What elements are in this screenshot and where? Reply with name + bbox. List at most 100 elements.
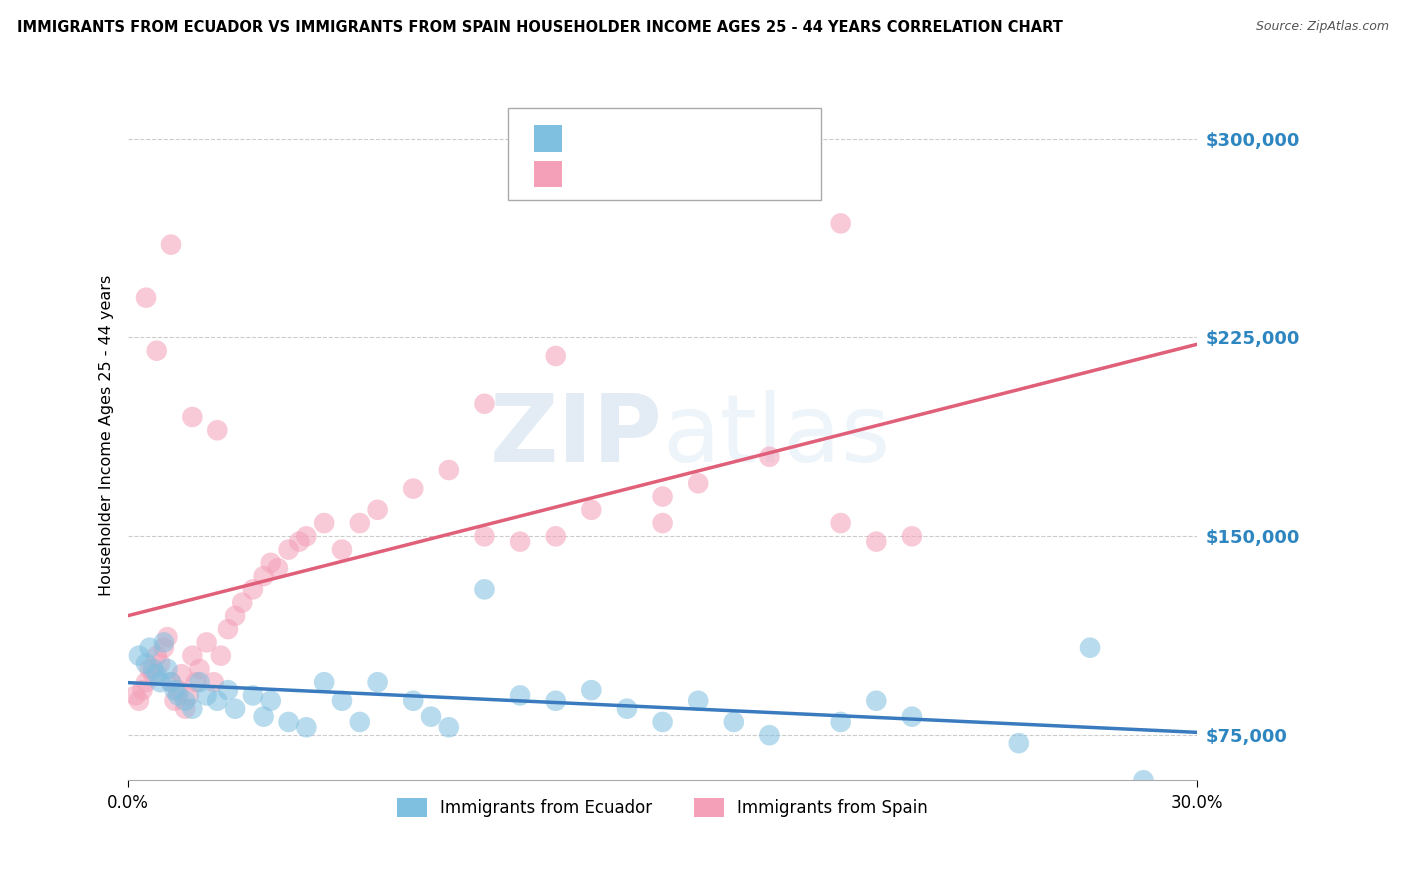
Point bbox=[170, 667, 193, 681]
Point bbox=[135, 291, 157, 305]
Point bbox=[616, 702, 638, 716]
Point bbox=[142, 667, 165, 681]
Point bbox=[544, 349, 567, 363]
Point bbox=[181, 702, 204, 716]
Point bbox=[288, 534, 311, 549]
Point bbox=[181, 409, 204, 424]
Point bbox=[156, 662, 179, 676]
Point bbox=[195, 689, 218, 703]
Point bbox=[128, 648, 150, 663]
Point bbox=[830, 216, 852, 230]
Text: R =  0.529  N = 57: R = 0.529 N = 57 bbox=[576, 165, 761, 183]
Point bbox=[865, 694, 887, 708]
Point bbox=[224, 702, 246, 716]
Text: ZIP: ZIP bbox=[489, 390, 662, 482]
Point bbox=[723, 714, 745, 729]
Point bbox=[188, 662, 211, 676]
Point bbox=[153, 640, 176, 655]
Point bbox=[128, 694, 150, 708]
Point bbox=[135, 657, 157, 671]
Point bbox=[581, 683, 603, 698]
Point bbox=[758, 450, 780, 464]
Point bbox=[688, 694, 710, 708]
Point bbox=[420, 709, 443, 723]
Point bbox=[349, 516, 371, 530]
Point bbox=[349, 714, 371, 729]
Point bbox=[277, 714, 299, 729]
Legend: Immigrants from Ecuador, Immigrants from Spain: Immigrants from Ecuador, Immigrants from… bbox=[391, 791, 935, 823]
Point bbox=[1132, 773, 1154, 788]
Text: R = -0.283  N = 45: R = -0.283 N = 45 bbox=[576, 129, 762, 147]
Point bbox=[1078, 640, 1101, 655]
Point bbox=[314, 516, 336, 530]
Point bbox=[544, 694, 567, 708]
Point bbox=[901, 709, 924, 723]
Point bbox=[142, 662, 165, 676]
Point bbox=[242, 582, 264, 597]
Point bbox=[758, 728, 780, 742]
Point bbox=[145, 667, 167, 681]
Point bbox=[830, 516, 852, 530]
Point bbox=[184, 675, 207, 690]
Y-axis label: Householder Income Ages 25 - 44 years: Householder Income Ages 25 - 44 years bbox=[100, 275, 114, 596]
Point bbox=[174, 694, 197, 708]
Point bbox=[160, 675, 183, 690]
Point bbox=[195, 635, 218, 649]
Text: Source: ZipAtlas.com: Source: ZipAtlas.com bbox=[1256, 20, 1389, 33]
Point bbox=[156, 630, 179, 644]
Point bbox=[209, 648, 232, 663]
Point bbox=[160, 237, 183, 252]
Point bbox=[177, 689, 200, 703]
Point bbox=[509, 534, 531, 549]
Text: IMMIGRANTS FROM ECUADOR VS IMMIGRANTS FROM SPAIN HOUSEHOLDER INCOME AGES 25 - 44: IMMIGRANTS FROM ECUADOR VS IMMIGRANTS FR… bbox=[17, 20, 1063, 35]
Point bbox=[163, 683, 186, 698]
Point bbox=[688, 476, 710, 491]
Point bbox=[231, 596, 253, 610]
Point bbox=[367, 675, 389, 690]
Point bbox=[901, 529, 924, 543]
Point bbox=[188, 675, 211, 690]
Point bbox=[217, 683, 239, 698]
Point bbox=[474, 529, 496, 543]
Point bbox=[207, 423, 229, 437]
Point bbox=[260, 556, 283, 570]
Point bbox=[314, 675, 336, 690]
Point bbox=[1008, 736, 1031, 750]
Point bbox=[509, 689, 531, 703]
Point bbox=[145, 343, 167, 358]
Point bbox=[138, 662, 160, 676]
Point bbox=[252, 709, 274, 723]
Point bbox=[367, 503, 389, 517]
Point bbox=[474, 397, 496, 411]
Point bbox=[224, 608, 246, 623]
Point bbox=[167, 683, 190, 698]
Point bbox=[202, 675, 225, 690]
Point bbox=[160, 675, 183, 690]
Point bbox=[138, 640, 160, 655]
Point bbox=[207, 694, 229, 708]
Point bbox=[277, 542, 299, 557]
Point bbox=[295, 529, 318, 543]
Point bbox=[260, 694, 283, 708]
Point bbox=[149, 675, 172, 690]
Text: atlas: atlas bbox=[662, 390, 891, 482]
Point bbox=[651, 714, 673, 729]
Point bbox=[651, 516, 673, 530]
Point bbox=[865, 534, 887, 549]
Point bbox=[402, 482, 425, 496]
Point bbox=[124, 689, 146, 703]
Point bbox=[153, 635, 176, 649]
Point bbox=[181, 648, 204, 663]
Point bbox=[581, 503, 603, 517]
Point bbox=[402, 694, 425, 708]
Point bbox=[295, 720, 318, 734]
Point bbox=[242, 689, 264, 703]
Point bbox=[167, 689, 190, 703]
Point bbox=[217, 622, 239, 636]
Point bbox=[163, 694, 186, 708]
Point bbox=[330, 694, 353, 708]
Point bbox=[135, 675, 157, 690]
Point bbox=[267, 561, 290, 575]
Point bbox=[252, 569, 274, 583]
Point bbox=[330, 542, 353, 557]
